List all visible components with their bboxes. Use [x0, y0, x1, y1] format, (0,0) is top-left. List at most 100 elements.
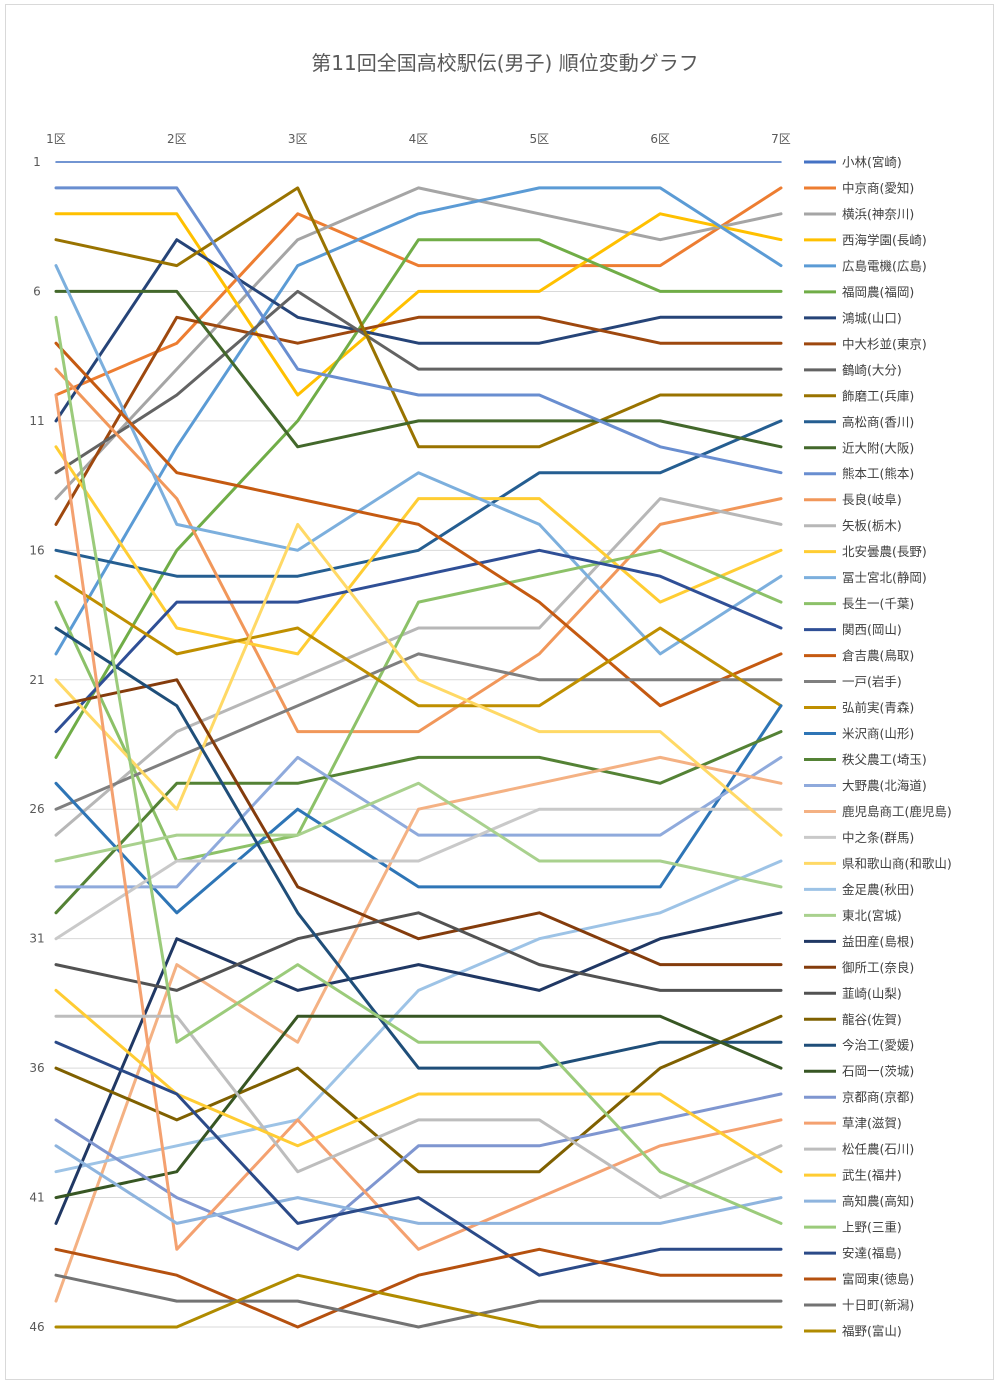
- series-line: [54, 911, 783, 992]
- y-tick-label: 6: [33, 284, 41, 298]
- series-line: [54, 212, 783, 397]
- series-line: [54, 807, 783, 941]
- legend-label: 東北(宮城): [842, 908, 902, 923]
- legend-label: 大野農(北海道): [842, 778, 927, 793]
- legend-label: 米沢商(山形): [842, 726, 914, 741]
- legend-label: 長良(岐阜): [842, 492, 902, 507]
- series-line: [54, 264, 783, 656]
- series-line: [54, 186, 783, 449]
- y-tick-label: 36: [29, 1061, 44, 1075]
- legend-label: 益田産(島根): [842, 934, 914, 949]
- series-line: [54, 315, 783, 526]
- legend-label: 福岡農(福岡): [842, 284, 914, 299]
- legend-label: 広島電機(広島): [842, 258, 927, 273]
- series-line: [54, 755, 783, 1303]
- legend-label: 武生(福井): [842, 1168, 902, 1183]
- series-line: [54, 1014, 783, 1200]
- series-line: [54, 238, 783, 759]
- series-line: [54, 497, 783, 837]
- series-line: [54, 186, 783, 397]
- y-tick-label: 11: [29, 414, 44, 428]
- legend: 小林(宮崎) 中京商(愛知) 横浜(神奈川) 西海学園(長崎) 広島電機(広島) 福岡農(…: [804, 155, 952, 1339]
- series-line: [54, 574, 783, 708]
- legend-label: 倉吉農(鳥取): [842, 648, 914, 663]
- legend-label: 近大附(大阪): [842, 440, 914, 455]
- x-tick-label: 1区: [46, 132, 66, 146]
- series-line: [54, 419, 783, 578]
- series-line: [54, 1092, 783, 1251]
- series-line: [54, 1014, 783, 1174]
- legend-label: 北安曇農(長野): [842, 544, 927, 559]
- legend-label: 関西(岡山): [842, 622, 902, 637]
- legend-label: 中京商(愛知): [842, 180, 914, 195]
- y-tick-label: 46: [29, 1320, 44, 1334]
- legend-label: 長生一(千葉): [842, 596, 914, 611]
- y-tick-label: 16: [29, 543, 44, 557]
- x-tick-label: 2区: [167, 132, 187, 146]
- legend-label: 福野(富山): [842, 1324, 902, 1339]
- y-tick-label: 26: [29, 802, 44, 816]
- legend-label: 冨士宮北(静岡): [842, 570, 927, 585]
- legend-label: 韮崎(山梨): [842, 986, 902, 1001]
- series-line: [54, 911, 783, 1225]
- legend-label: 鹿児島商工(鹿児島): [842, 804, 952, 819]
- legend-label: 草津(滋賀): [842, 1116, 902, 1131]
- legend-label: 秩父農工(埼玉): [842, 752, 927, 767]
- legend-label: 高知農(高知): [842, 1194, 914, 1209]
- y-tick-label: 1: [33, 155, 41, 169]
- series-line: [54, 1014, 783, 1200]
- x-tick-label: 3区: [288, 132, 308, 146]
- legend-label: 小林(宮崎): [842, 155, 902, 170]
- x-axis-labels: 1区 2区 3区 4区 5区 6区 7区: [46, 132, 791, 146]
- legend-label: 中之条(群馬): [842, 830, 914, 845]
- series-line: [54, 445, 783, 656]
- series-line: [54, 1273, 783, 1329]
- legend-label: 一戸(岩手): [842, 674, 902, 689]
- legend-label: 松任農(石川): [842, 1142, 914, 1157]
- series-line: [54, 1144, 783, 1225]
- chart-frame: [5, 4, 994, 1380]
- legend-label: 富岡東(徳島): [842, 1272, 914, 1287]
- series-line: [54, 548, 783, 734]
- series-line: [54, 341, 783, 708]
- legend-label: 熊本工(熊本): [842, 466, 914, 481]
- series-line: [54, 289, 783, 475]
- legend-label: 高松商(香川): [842, 414, 914, 429]
- series-line: [54, 186, 783, 475]
- legend-label: 龍谷(佐賀): [842, 1012, 902, 1027]
- series-line: [54, 186, 783, 501]
- legend-label: 十日町(新潟): [842, 1298, 914, 1313]
- legend-label: 鴻城(山口): [842, 310, 902, 325]
- series-line: [54, 1273, 783, 1329]
- series-line: [54, 238, 783, 423]
- series-line: [54, 367, 783, 734]
- legend-label: 石岡一(茨城): [842, 1064, 914, 1079]
- series-line: [54, 522, 783, 837]
- legend-label: 飾磨工(兵庫): [842, 388, 914, 403]
- y-tick-label: 21: [29, 673, 44, 687]
- series-line: [54, 393, 783, 1251]
- chart-title: 第11回全国高校駅伝(男子) 順位変動グラフ: [311, 51, 698, 75]
- legend-label: 矢板(栃木): [842, 518, 902, 533]
- series-line: [54, 626, 783, 1070]
- legend-label: 上野(三重): [842, 1220, 902, 1235]
- y-tick-label: 41: [29, 1191, 44, 1205]
- series-lines: [54, 161, 783, 1329]
- series-line: [54, 315, 783, 1225]
- series-line: [54, 652, 783, 811]
- legend-label: 今治工(愛媛): [842, 1038, 914, 1053]
- series-line: [54, 186, 783, 656]
- legend-label: 弘前実(青森): [842, 700, 914, 715]
- legend-label: 横浜(神奈川): [842, 206, 914, 221]
- x-tick-label: 6区: [650, 132, 670, 146]
- legend-label: 西海学園(長崎): [842, 232, 927, 247]
- legend-label: 御所工(奈良): [842, 960, 914, 975]
- legend-label: 京都商(京都): [842, 1090, 914, 1105]
- series-line: [54, 704, 783, 915]
- legend-label: 金足農(秋田): [842, 882, 914, 897]
- legend-label: 安達(福島): [842, 1246, 902, 1261]
- legend-label: 県和歌山商(和歌山): [842, 856, 952, 871]
